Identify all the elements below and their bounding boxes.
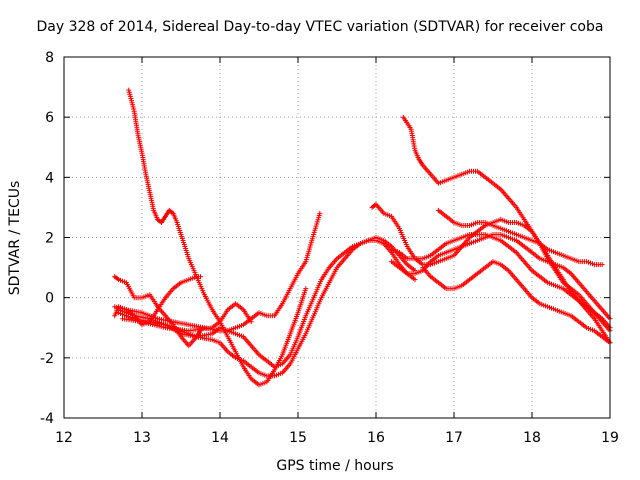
x-tick-label: 19 (601, 430, 619, 446)
series-markers (120, 301, 254, 334)
series-arc-4 (112, 210, 323, 334)
y-tick-label: -2 (40, 351, 54, 367)
series-arc-12 (389, 232, 613, 334)
series-arc-6 (116, 238, 418, 379)
x-tick-label: 16 (367, 430, 385, 446)
series-arc-7 (120, 301, 254, 334)
x-tick-label: 15 (289, 430, 307, 446)
grid (64, 57, 610, 418)
y-tick-label: 2 (45, 231, 54, 247)
plot-area (112, 87, 613, 388)
x-tick-label: 17 (445, 430, 463, 446)
y-tick-label: 6 (45, 110, 54, 126)
x-tick-label: 13 (133, 430, 151, 446)
series-markers (126, 87, 309, 388)
series-arc-8 (369, 201, 613, 331)
y-axis-label: SDTVAR / TECUs (7, 181, 23, 296)
series-markers (435, 207, 605, 268)
x-tick-label: 14 (211, 430, 229, 446)
y-tick-label: 4 (45, 170, 54, 186)
series-markers (420, 259, 613, 346)
x-tick-label: 18 (523, 430, 541, 446)
series-markers (400, 114, 613, 346)
series-markers (369, 201, 613, 331)
series-markers (389, 232, 613, 322)
x-axis-label: GPS time / hours (276, 458, 393, 474)
y-tick-label: -4 (40, 411, 54, 427)
y-tick-label: 0 (45, 291, 54, 307)
x-tick-label: 12 (55, 430, 73, 446)
series-arc-13 (420, 259, 613, 346)
series-arc-9 (400, 114, 613, 346)
series-markers (112, 210, 323, 334)
series-arc-10 (435, 207, 605, 268)
chart-title: Day 328 of 2014, Sidereal Day-to-day VTE… (37, 19, 604, 35)
series-markers (116, 238, 418, 379)
series-arc-1 (126, 87, 309, 388)
series-arc-11 (389, 232, 613, 322)
y-tick-label: 8 (45, 50, 54, 66)
axis-ticks: 12 13 14 15 16 17 18 19 -4 -2 0 2 4 6 8 (40, 50, 619, 446)
series-markers (389, 232, 613, 334)
